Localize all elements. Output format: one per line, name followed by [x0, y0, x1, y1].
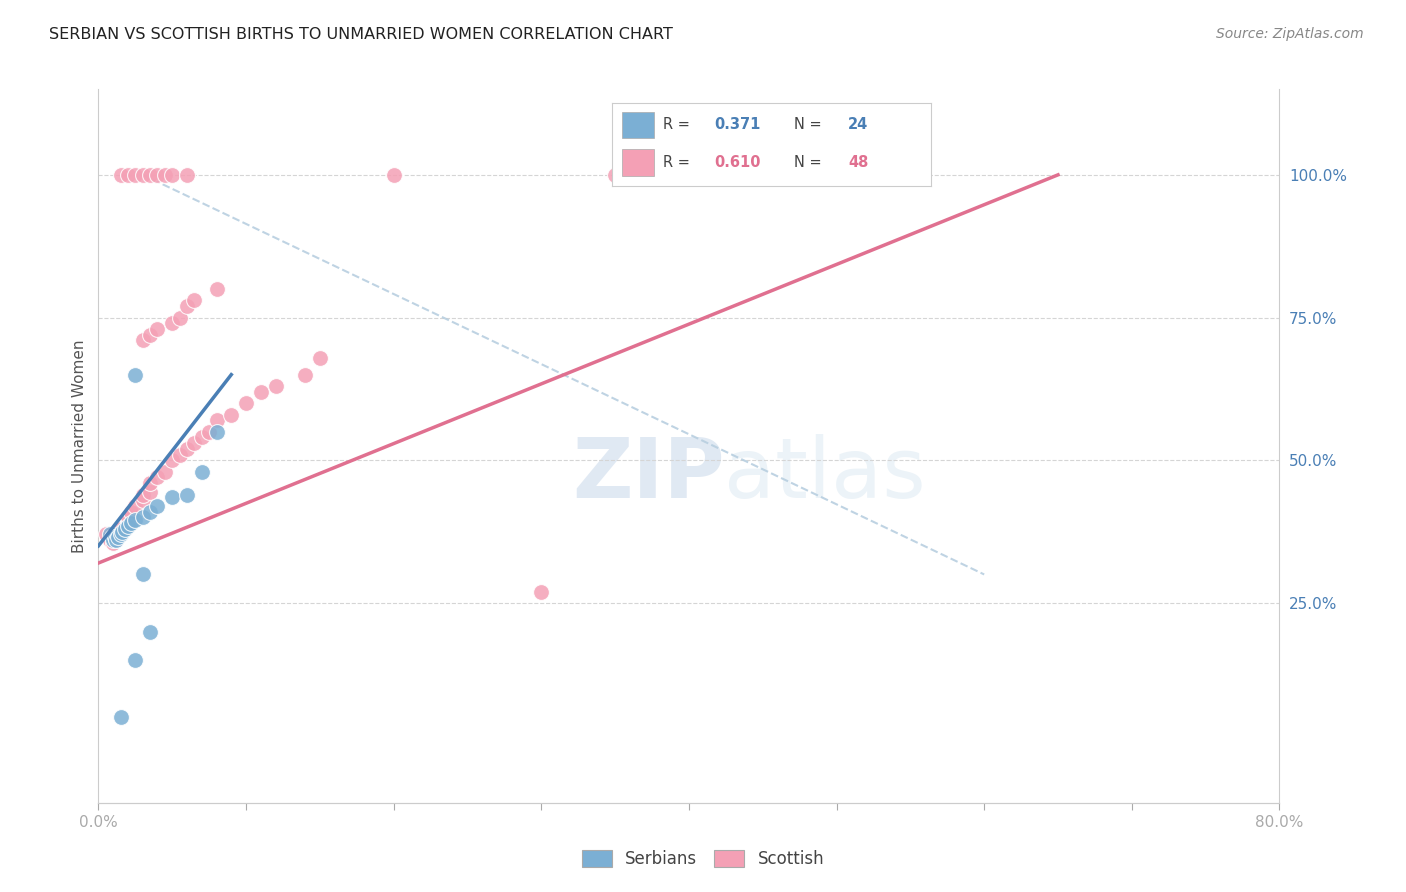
- Point: [162, 168, 183, 182]
- Point: [530, 584, 553, 599]
- Point: [183, 293, 205, 308]
- Point: [191, 465, 214, 479]
- Point: [205, 282, 228, 296]
- Point: [250, 384, 273, 399]
- Legend: Serbians, Scottish: Serbians, Scottish: [575, 843, 831, 875]
- Point: [221, 408, 243, 422]
- Point: [110, 527, 132, 541]
- Point: [111, 524, 134, 539]
- Text: atlas: atlas: [724, 434, 927, 515]
- Point: [114, 522, 136, 536]
- Point: [132, 334, 155, 348]
- Text: ZIP: ZIP: [572, 434, 724, 515]
- Point: [382, 168, 405, 182]
- Point: [124, 368, 146, 382]
- Point: [139, 168, 162, 182]
- Point: [98, 527, 121, 541]
- Point: [132, 493, 155, 508]
- Point: [139, 505, 162, 519]
- Point: [146, 322, 169, 336]
- Point: [117, 510, 139, 524]
- Point: [139, 327, 162, 342]
- Point: [117, 516, 139, 530]
- Point: [191, 430, 214, 444]
- Point: [146, 470, 169, 484]
- Point: [139, 476, 162, 491]
- Point: [294, 368, 316, 382]
- Point: [132, 510, 155, 524]
- Point: [176, 487, 198, 501]
- Point: [105, 533, 128, 548]
- Point: [117, 168, 139, 182]
- Point: [169, 448, 191, 462]
- Point: [120, 505, 142, 519]
- Point: [146, 499, 169, 513]
- Point: [103, 536, 125, 550]
- Point: [110, 710, 132, 724]
- Point: [110, 527, 132, 541]
- Point: [183, 436, 205, 450]
- Point: [169, 310, 191, 325]
- Point: [132, 567, 155, 582]
- Point: [124, 499, 146, 513]
- Point: [132, 487, 155, 501]
- Point: [146, 168, 169, 182]
- Point: [110, 522, 132, 536]
- Point: [605, 168, 627, 182]
- Text: SERBIAN VS SCOTTISH BIRTHS TO UNMARRIED WOMEN CORRELATION CHART: SERBIAN VS SCOTTISH BIRTHS TO UNMARRIED …: [49, 27, 673, 42]
- Text: Source: ZipAtlas.com: Source: ZipAtlas.com: [1216, 27, 1364, 41]
- Point: [98, 533, 121, 548]
- Point: [153, 168, 176, 182]
- Point: [162, 491, 183, 505]
- Point: [105, 533, 128, 548]
- Point: [100, 530, 122, 544]
- Point: [198, 425, 221, 439]
- Point: [110, 168, 132, 182]
- Point: [176, 299, 198, 313]
- Point: [264, 379, 287, 393]
- Point: [124, 513, 146, 527]
- Point: [139, 624, 162, 639]
- Point: [104, 530, 127, 544]
- Point: [205, 413, 228, 427]
- Y-axis label: Births to Unmarried Women: Births to Unmarried Women: [72, 339, 87, 553]
- Point: [117, 519, 139, 533]
- Point: [176, 442, 198, 456]
- Point: [162, 316, 183, 330]
- Point: [205, 425, 228, 439]
- Point: [139, 484, 162, 499]
- Point: [235, 396, 257, 410]
- Point: [107, 530, 129, 544]
- Point: [309, 351, 332, 365]
- Point: [124, 653, 146, 667]
- Point: [94, 527, 117, 541]
- Point: [124, 168, 146, 182]
- Point: [132, 168, 155, 182]
- Point: [120, 516, 142, 530]
- Point: [103, 533, 125, 548]
- Point: [153, 465, 176, 479]
- Point: [162, 453, 183, 467]
- Point: [176, 168, 198, 182]
